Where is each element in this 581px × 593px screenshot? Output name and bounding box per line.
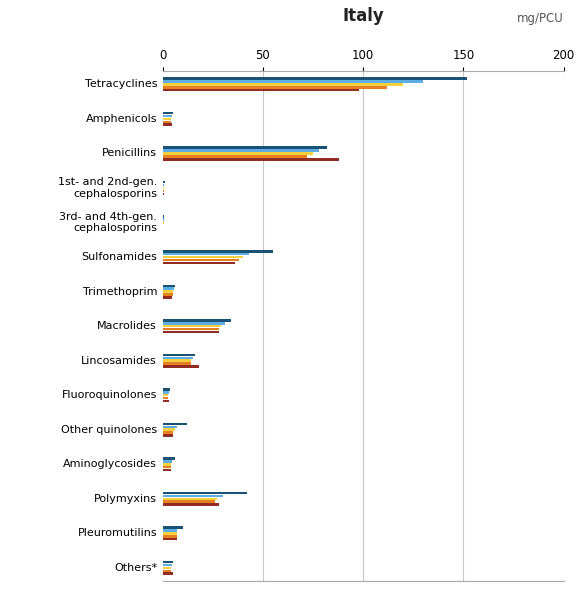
Bar xyxy=(163,86,387,88)
Bar xyxy=(163,262,235,264)
Bar xyxy=(163,294,173,296)
Bar xyxy=(163,112,173,114)
Bar xyxy=(163,152,313,155)
Bar xyxy=(163,353,195,356)
Bar xyxy=(163,397,168,400)
Bar xyxy=(163,503,219,506)
Bar xyxy=(163,566,171,569)
Bar xyxy=(163,123,172,126)
Bar xyxy=(163,83,403,86)
Bar xyxy=(163,495,223,497)
Bar xyxy=(163,253,249,256)
Bar xyxy=(163,535,177,537)
Bar xyxy=(163,500,215,503)
Bar xyxy=(163,181,165,183)
Bar xyxy=(163,400,168,402)
Bar xyxy=(163,498,217,500)
Bar xyxy=(163,117,171,120)
Bar xyxy=(163,529,177,532)
Text: mg/PCU: mg/PCU xyxy=(517,12,564,25)
Bar xyxy=(163,569,171,572)
Bar xyxy=(163,319,231,321)
Bar xyxy=(163,426,177,428)
Bar xyxy=(163,429,175,431)
Bar xyxy=(163,460,172,463)
Bar xyxy=(163,259,239,262)
Bar xyxy=(163,89,359,91)
Bar xyxy=(163,155,307,158)
Bar xyxy=(163,457,175,460)
Bar xyxy=(163,77,467,80)
Bar xyxy=(163,362,191,365)
Bar xyxy=(163,215,164,218)
Bar xyxy=(163,187,164,189)
Bar xyxy=(163,325,221,327)
Bar xyxy=(163,120,171,123)
Bar xyxy=(163,356,193,359)
Bar xyxy=(163,328,219,330)
Bar xyxy=(163,492,247,495)
Bar xyxy=(163,359,191,362)
Bar xyxy=(163,149,319,152)
Bar xyxy=(163,250,273,253)
Bar xyxy=(163,434,173,437)
Bar xyxy=(163,322,225,324)
Bar xyxy=(163,115,172,117)
Bar xyxy=(163,538,177,540)
Bar xyxy=(163,291,173,293)
Bar xyxy=(163,564,172,566)
Bar xyxy=(163,256,243,259)
Bar xyxy=(163,158,339,161)
Bar xyxy=(163,394,168,397)
Bar xyxy=(163,532,177,535)
Bar xyxy=(163,296,172,299)
Bar xyxy=(163,391,168,394)
Bar xyxy=(163,146,327,149)
Bar xyxy=(163,431,173,434)
Bar xyxy=(163,469,171,471)
Text: Italy: Italy xyxy=(342,7,384,25)
Bar xyxy=(163,80,423,83)
Bar xyxy=(163,526,182,529)
Bar xyxy=(163,193,164,195)
Bar xyxy=(163,561,173,563)
Bar xyxy=(163,218,164,221)
Bar xyxy=(163,388,170,391)
Bar xyxy=(163,285,175,287)
Bar xyxy=(163,288,174,290)
Bar xyxy=(163,466,171,468)
Bar xyxy=(163,184,164,186)
Bar xyxy=(163,463,171,466)
Bar xyxy=(163,190,164,192)
Bar xyxy=(163,331,219,333)
Bar xyxy=(163,572,173,575)
Bar xyxy=(163,423,187,425)
Bar xyxy=(163,365,199,368)
Bar xyxy=(163,221,164,224)
